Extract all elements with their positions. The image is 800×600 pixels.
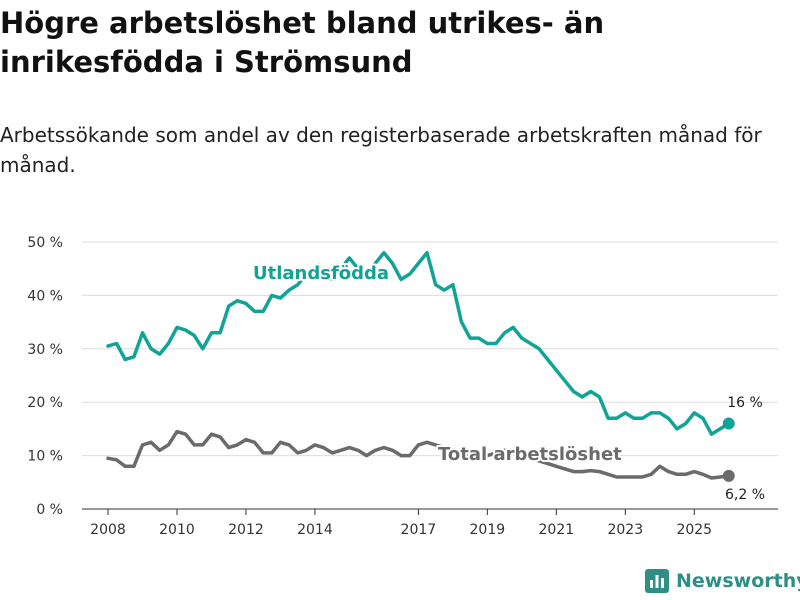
newsworthy-icon (645, 569, 669, 593)
series-group (106, 250, 735, 482)
brand-name: Newsworthy (676, 570, 800, 592)
x-tick-label: 2012 (228, 522, 264, 538)
x-tick-label: 2025 (676, 522, 712, 538)
total-arbetsloshet-end-value-label: 6,2 % (725, 487, 765, 503)
series-labels: Utlandsfödda Total arbetslöshet 16 % 6,2 % (251, 261, 765, 503)
x-tick-label: 2019 (470, 522, 506, 538)
grid-lines (82, 241, 778, 510)
newsworthy-logo: Newsworthy (644, 568, 800, 594)
y-tick-label: 0 % (36, 502, 63, 518)
utlandsfodda-line (106, 250, 731, 436)
chart-subtitle: Arbetssökande som andel av den registerb… (0, 123, 762, 177)
y-tick-label: 20 % (27, 395, 63, 411)
x-tick-label: 2008 (90, 522, 126, 538)
chart-title: Högre arbetslöshet bland utrikes- än inr… (0, 6, 605, 79)
y-tick-label: 10 % (27, 449, 63, 465)
total-arbetsloshet-series-label: Total arbetslöshet (438, 444, 622, 465)
x-tick-label: 2017 (401, 522, 437, 538)
x-axis-ticks: 2008 2010 2012 2014 2017 2019 2021 2023 2025 (90, 509, 712, 538)
utlandsfodda-series-label: Utlandsfödda (253, 263, 389, 284)
x-tick-label: 2010 (159, 522, 195, 538)
y-tick-label: 30 % (27, 342, 63, 358)
total-arbetsloshet-end-point (722, 469, 735, 482)
utlandsfodda-end-point (722, 417, 735, 430)
y-axis-ticks: 0 % 10 % 20 % 30 % 40 % 50 % (27, 235, 63, 518)
utlandsfodda-end-value-label: 16 % (727, 395, 763, 411)
y-tick-label: 40 % (27, 288, 63, 304)
x-tick-label: 2014 (297, 522, 333, 538)
total-arbetsloshet-line (106, 429, 731, 480)
x-tick-label: 2023 (607, 522, 643, 538)
y-tick-label: 50 % (27, 235, 63, 251)
x-tick-label: 2021 (539, 522, 575, 538)
